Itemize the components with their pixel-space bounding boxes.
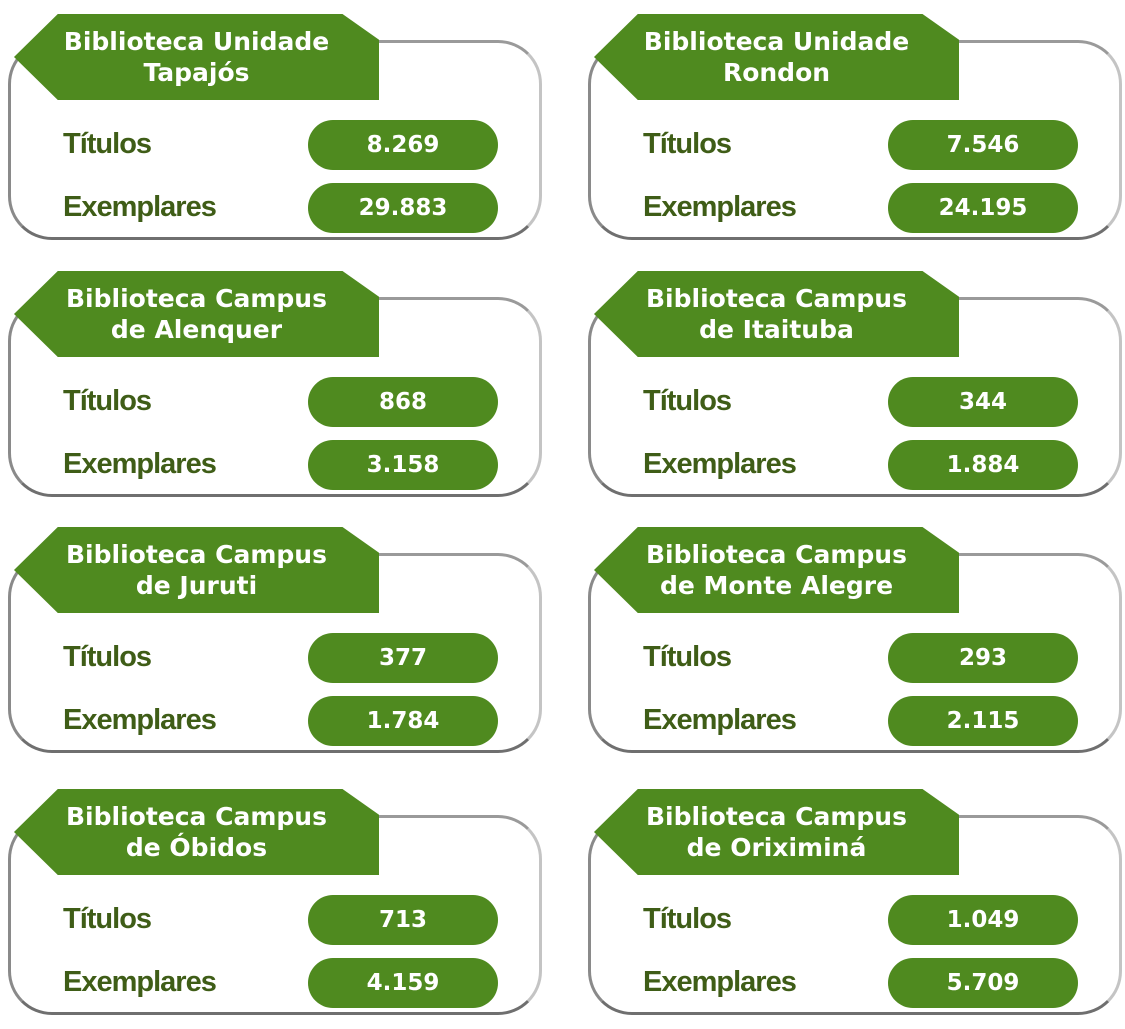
row-label: Exemplares bbox=[643, 448, 797, 480]
row-label: Títulos bbox=[63, 641, 152, 673]
title-line: Biblioteca Campus bbox=[66, 802, 327, 831]
row-value: 7.546 bbox=[888, 120, 1078, 170]
card-title: Biblioteca Campus de Oriximiná bbox=[594, 789, 959, 875]
title-line: Biblioteca Campus bbox=[646, 540, 907, 569]
title-line: Biblioteca Unidade bbox=[643, 27, 910, 56]
row-value: 1.049 bbox=[888, 895, 1078, 945]
title-line: de Óbidos bbox=[125, 833, 268, 862]
card-title: Biblioteca Unidade Rondon bbox=[594, 14, 959, 100]
card-title: Biblioteca Campus de Alenquer bbox=[14, 271, 379, 357]
title-line: de Itaituba bbox=[699, 315, 854, 344]
row-label: Exemplares bbox=[63, 191, 217, 223]
row-label: Títulos bbox=[643, 385, 732, 417]
row-label: Títulos bbox=[63, 903, 152, 935]
title-line: de Alenquer bbox=[110, 315, 283, 344]
row-label: Exemplares bbox=[643, 704, 797, 736]
row-value: 4.159 bbox=[308, 958, 498, 1008]
row-value: 8.269 bbox=[308, 120, 498, 170]
row-value: 868 bbox=[308, 377, 498, 427]
row-value: 5.709 bbox=[888, 958, 1078, 1008]
title-line: Biblioteca Campus bbox=[66, 284, 327, 313]
library-card: Biblioteca Campus de Juruti Títulos 377 Exem… bbox=[8, 527, 548, 767]
row-value: 1.784 bbox=[308, 696, 498, 746]
row-value: 293 bbox=[888, 633, 1078, 683]
row-value: 24.195 bbox=[888, 183, 1078, 233]
library-card: Biblioteca Unidade Rondon Títulos 7.546 Exem… bbox=[588, 14, 1125, 254]
row-label: Exemplares bbox=[63, 704, 217, 736]
row-label: Exemplares bbox=[643, 191, 797, 223]
row-value: 344 bbox=[888, 377, 1078, 427]
library-card: Biblioteca Campus de Oriximiná Títulos 1.04… bbox=[588, 789, 1125, 1029]
title-line: de Juruti bbox=[135, 571, 258, 600]
card-title: Biblioteca Campus de Itaituba bbox=[594, 271, 959, 357]
card-title: Biblioteca Unidade Tapajós bbox=[14, 14, 379, 100]
row-label: Títulos bbox=[643, 128, 732, 160]
row-label: Exemplares bbox=[63, 448, 217, 480]
row-label: Exemplares bbox=[643, 966, 797, 998]
library-card: Biblioteca Campus de Monte Alegre Títulos 2… bbox=[588, 527, 1125, 767]
library-card: Biblioteca Campus de Óbidos Títulos 713 Exem… bbox=[8, 789, 548, 1029]
row-value: 29.883 bbox=[308, 183, 498, 233]
title-line: de Oriximiná bbox=[686, 833, 867, 862]
title-line: Rondon bbox=[722, 58, 831, 87]
title-line: Biblioteca Campus bbox=[646, 284, 907, 313]
row-label: Exemplares bbox=[63, 966, 217, 998]
row-value: 377 bbox=[308, 633, 498, 683]
library-card: Biblioteca Campus de Alenquer Títulos 868 Ex… bbox=[8, 271, 548, 511]
row-value: 2.115 bbox=[888, 696, 1078, 746]
row-label: Títulos bbox=[63, 128, 152, 160]
row-label: Títulos bbox=[643, 903, 732, 935]
row-value: 713 bbox=[308, 895, 498, 945]
library-card: Biblioteca Unidade Tapajós Títulos 8.269 Exe… bbox=[8, 14, 548, 254]
card-title: Biblioteca Campus de Monte Alegre bbox=[594, 527, 959, 613]
title-line: Biblioteca Campus bbox=[646, 802, 907, 831]
title-line: Biblioteca Unidade bbox=[63, 27, 330, 56]
card-title: Biblioteca Campus de Óbidos bbox=[14, 789, 379, 875]
row-value: 3.158 bbox=[308, 440, 498, 490]
title-line: Tapajós bbox=[143, 58, 250, 87]
row-value: 1.884 bbox=[888, 440, 1078, 490]
card-title: Biblioteca Campus de Juruti bbox=[14, 527, 379, 613]
library-card: Biblioteca Campus de Itaituba Títulos 344 Ex… bbox=[588, 271, 1125, 511]
row-label: Títulos bbox=[643, 641, 732, 673]
title-line: de Monte Alegre bbox=[659, 571, 894, 600]
title-line: Biblioteca Campus bbox=[66, 540, 327, 569]
row-label: Títulos bbox=[63, 385, 152, 417]
